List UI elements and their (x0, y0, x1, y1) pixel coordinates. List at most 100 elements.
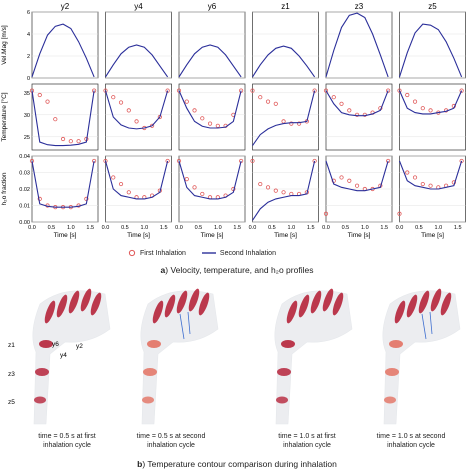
data-point-y6 (192, 108, 197, 113)
x-tick-label: 1.5 (380, 225, 388, 231)
turbinate-section-0 (286, 300, 298, 324)
series-line-y2 (31, 160, 95, 208)
section-z5 (384, 396, 396, 404)
caption-a-letter: a (160, 265, 166, 275)
section-z3 (35, 368, 49, 376)
data-point-z5 (412, 99, 418, 104)
time-label-1-line2: inhalation cycle (43, 441, 91, 449)
airway-outline (274, 290, 353, 425)
data-point-z1 (265, 99, 271, 104)
x-tick-label: 1.0 (67, 225, 75, 231)
data-point-z5 (428, 183, 433, 188)
data-point-z5 (412, 175, 418, 180)
turbinate-section-3 (188, 288, 200, 312)
data-point-z5 (428, 108, 433, 113)
turbinate-section-4 (332, 292, 344, 316)
turbinate-section-3 (430, 288, 442, 312)
legend-second-marker (201, 252, 216, 254)
x-tick-label: 0.5 (268, 225, 276, 231)
row-label-0: Vel.Mag [m/s] (1, 25, 8, 65)
column-title-z5: z5 (428, 2, 437, 11)
x-tick-label: 0.5 (48, 225, 56, 231)
data-point-z1 (273, 188, 278, 193)
caption-a-text: ) Velocity, temperature, and h₂o profile… (165, 265, 314, 275)
y-tick-label: 0.00 (19, 220, 30, 226)
x-tick-label: 1.5 (454, 225, 462, 231)
data-point-z1 (273, 101, 278, 106)
section-z1 (39, 340, 53, 348)
series-line-z3 (325, 160, 389, 192)
row-labels: Vel.Mag [m/s] Temperature [°C] h₂o fractio… (0, 25, 8, 205)
series-line-y4 (104, 90, 169, 130)
x-tick-label: 1.0 (214, 225, 222, 231)
section-z3 (143, 368, 157, 376)
plot-frame-1-y4 (105, 83, 172, 151)
airway-outline (32, 290, 111, 425)
legend-second: Second Inhalation (201, 249, 276, 257)
section-z1 (389, 340, 403, 348)
data-point-y6 (200, 116, 205, 121)
section-z5 (142, 396, 154, 404)
series-line-y4 (105, 44, 169, 78)
time-label-4-line1: time = 1.0 s at second (376, 433, 446, 440)
series-line-z3 (325, 12, 389, 78)
x-tick-label: 1.5 (86, 225, 94, 231)
section-z3 (385, 368, 399, 376)
data-point-y6 (192, 185, 197, 190)
plot-legend: First Inhalation Second Inhalation (128, 249, 276, 257)
data-point-z5 (397, 88, 402, 93)
caption-b: b) Temperature contour comparison during… (0, 459, 474, 469)
series-line-y6 (178, 44, 242, 78)
series-line-z3 (325, 90, 389, 117)
x-axis-label: Time [s] (348, 232, 371, 239)
caption-a: a) Velocity, temperature, and h₂o profil… (0, 265, 474, 275)
data-point-z3 (323, 211, 329, 216)
x-tick-label: 0.5 (121, 225, 129, 231)
data-point-y2 (37, 196, 42, 201)
series-line-y4 (104, 160, 169, 200)
data-point-z3 (331, 95, 336, 100)
turbinate-section-1 (406, 294, 418, 318)
panel-b-contours: z1 y6 y4 y2 z3 z5 time = 0.5 s at first inhal… (0, 284, 474, 474)
turbinate-section-3 (80, 288, 92, 312)
plot-frame-1-z3 (325, 83, 393, 151)
data-point-y4 (111, 95, 116, 100)
turbinate-section-2 (310, 290, 322, 314)
section-z3 (277, 368, 291, 376)
x-tick-label: 0.5 (195, 225, 203, 231)
airway-outline (382, 290, 461, 425)
turbinate-section-0 (152, 300, 164, 324)
x-axis-label: Time [s] (421, 232, 444, 239)
series-line-y2 (31, 23, 95, 78)
turbinate-section-2 (418, 290, 430, 314)
data-point-y4 (134, 119, 139, 124)
legend-first-marker (128, 249, 136, 257)
y-tick-label: 30 (24, 113, 30, 119)
data-point-y4 (126, 108, 131, 113)
series-line-z5 (398, 23, 463, 78)
x-tick-label: 1.0 (140, 225, 148, 231)
data-point-y2 (53, 117, 58, 122)
time-label-2-line1: time = 0.5 s at second (136, 433, 206, 440)
time-label-3-line1: time = 1.0 s at first (278, 433, 336, 440)
y-tick-label: 25 (24, 135, 30, 141)
turbinate-section-1 (56, 294, 68, 318)
x-tick-label: 1.0 (287, 225, 295, 231)
x-tick-label: 0.0 (102, 225, 110, 231)
panel-a-profiles: y2 y4 y6 z1 z3 z5 Vel.Mag [m/s] Temperature [°… (0, 2, 474, 275)
turbinate-section-0 (394, 300, 406, 324)
column-title-y2: y2 (61, 2, 70, 11)
data-point-z1 (289, 121, 294, 126)
data-point-y6 (184, 177, 189, 182)
data-point-z5 (405, 170, 410, 175)
section-label-z1: z1 (8, 342, 15, 349)
section-label-y4: y4 (60, 352, 67, 359)
plot-frame-0-z3 (325, 11, 393, 79)
time-label-3: time = 1.0 s at first inhalation cycle (252, 433, 362, 450)
turbinate-section-4 (198, 292, 210, 316)
y-tick-label: 2 (27, 54, 30, 60)
data-point-z1 (265, 185, 271, 190)
row-label-2: h₂o fraction (1, 172, 8, 205)
section-label-y6: y6 (52, 341, 59, 348)
data-point-y2 (76, 139, 81, 144)
